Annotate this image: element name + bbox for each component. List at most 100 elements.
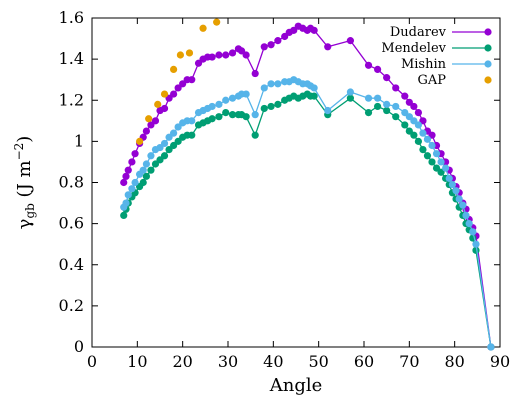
mishin-point [260, 84, 268, 92]
dudarev-point [188, 76, 196, 84]
mishin-point [414, 121, 422, 129]
dudarev-point [122, 172, 130, 180]
y-tick-label: 0 [74, 337, 84, 356]
dudarev-point [131, 150, 139, 158]
mendelev-point [222, 108, 230, 117]
x-tick-label: 10 [127, 352, 147, 371]
mishin-point [459, 201, 467, 209]
y-tick-label: 0.8 [59, 173, 84, 192]
series-mishin [120, 76, 495, 351]
mendelev-point [401, 121, 409, 129]
gap-point [213, 18, 221, 26]
mendelev-point [251, 131, 259, 139]
mishin-point [131, 178, 139, 187]
y-tick-label: 1.2 [59, 90, 84, 109]
mishin-point [374, 94, 382, 102]
legend-label-mishin: Mishin [401, 57, 447, 72]
mishin-point [462, 211, 470, 219]
mishin-point [383, 100, 391, 108]
x-tick-label: 90 [490, 352, 510, 371]
dudarev-point [324, 43, 332, 51]
y-axis-title: γgb (J m−2) [12, 136, 37, 230]
mishin-point [419, 129, 427, 137]
dudarev-point [242, 51, 250, 59]
mendelev-point [428, 158, 436, 166]
mendelev-point [414, 137, 422, 145]
series-gap [136, 18, 221, 145]
mendelev-point [267, 102, 275, 111]
mishin-point [423, 135, 432, 143]
y-tick-label: 0.4 [59, 255, 84, 274]
mishin-point [465, 220, 473, 228]
mishin-point [432, 150, 441, 158]
y-tick-label: 1 [74, 131, 84, 150]
mishin-point [455, 195, 463, 203]
mishin-point [222, 96, 230, 104]
y-axis-unit-open: (J m [14, 160, 35, 203]
x-tick-label: 0 [87, 352, 97, 371]
mendelev-line [123, 93, 492, 348]
legend-label-mendelev: Mendelev [381, 41, 446, 56]
dudarev-point [124, 166, 132, 174]
y-axis-subscript: gb [23, 203, 37, 219]
dudarev-point [120, 178, 128, 187]
gap-point [170, 65, 178, 74]
mendelev-point [228, 111, 237, 119]
y-axis-unit-close: ) [14, 136, 35, 143]
dudarev-point [267, 41, 275, 49]
mendelev-point [120, 211, 128, 219]
x-tick-label: 20 [172, 352, 192, 371]
mendelev-point [346, 94, 354, 102]
mishin-point [428, 141, 436, 150]
mendelev-point [392, 113, 400, 121]
mishin-point [346, 88, 354, 96]
dudarev-point [374, 65, 382, 74]
mendelev-point [215, 113, 223, 121]
dudarev-point [208, 53, 216, 61]
mendelev-point [188, 131, 196, 139]
y-tick-label: 1.6 [59, 8, 84, 27]
mishin-line [123, 78, 492, 348]
mishin-point [188, 117, 196, 125]
mendelev-point [410, 131, 418, 139]
y-axis-unit-sup: −2 [12, 143, 26, 161]
dudarev-point [222, 51, 230, 59]
x-tick-label: 50 [308, 352, 328, 371]
legend-marker-dudarev [484, 28, 492, 36]
dudarev-point [228, 49, 237, 57]
mendelev-point [160, 152, 169, 160]
mishin-point [437, 158, 445, 166]
dudarev-point [410, 102, 418, 111]
mishin-point [310, 84, 318, 92]
dudarev-point [251, 69, 259, 78]
mishin-point [274, 80, 282, 88]
y-tick-label: 0.2 [59, 296, 84, 315]
mishin-point [392, 102, 400, 111]
mishin-point [469, 228, 477, 236]
mendelev-point [208, 115, 216, 123]
mendelev-point [310, 92, 318, 100]
x-tick-label: 30 [218, 352, 238, 371]
dudarev-point [274, 37, 282, 45]
mishin-point [242, 90, 250, 98]
dudarev-point [260, 43, 268, 51]
gap-point [176, 51, 184, 59]
dudarev-point [170, 90, 178, 98]
mishin-point [472, 240, 480, 248]
mishin-point [228, 94, 237, 102]
dudarev-point [142, 127, 150, 135]
dudarev-point [392, 84, 400, 92]
x-tick-label: 70 [399, 352, 419, 371]
dudarev-point [346, 37, 354, 45]
dudarev-point [383, 74, 391, 82]
dudarev-point [401, 92, 409, 100]
mendelev-point [147, 166, 155, 174]
mishin-point [448, 180, 456, 189]
mendelev-point [374, 102, 382, 111]
mendelev-point [260, 104, 268, 113]
dudarev-point [414, 108, 422, 117]
y-tick-label: 0.6 [59, 214, 84, 233]
mishin-point [267, 80, 275, 88]
mendelev-point [274, 100, 282, 108]
